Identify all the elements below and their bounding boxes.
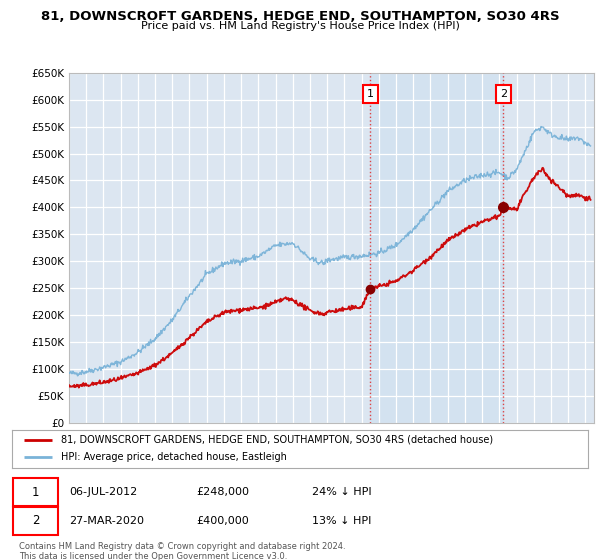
Text: Price paid vs. HM Land Registry's House Price Index (HPI): Price paid vs. HM Land Registry's House … <box>140 21 460 31</box>
Text: 81, DOWNSCROFT GARDENS, HEDGE END, SOUTHAMPTON, SO30 4RS (detached house): 81, DOWNSCROFT GARDENS, HEDGE END, SOUTH… <box>61 435 493 445</box>
Text: 24% ↓ HPI: 24% ↓ HPI <box>311 487 371 497</box>
Bar <box>370 73 503 423</box>
Text: 2: 2 <box>500 90 507 99</box>
Text: £248,000: £248,000 <box>196 487 250 497</box>
Text: 81, DOWNSCROFT GARDENS, HEDGE END, SOUTHAMPTON, SO30 4RS: 81, DOWNSCROFT GARDENS, HEDGE END, SOUTH… <box>41 10 559 23</box>
FancyBboxPatch shape <box>13 478 58 506</box>
Text: £400,000: £400,000 <box>196 516 249 526</box>
Text: HPI: Average price, detached house, Eastleigh: HPI: Average price, detached house, East… <box>61 452 287 463</box>
Text: 27-MAR-2020: 27-MAR-2020 <box>70 516 145 526</box>
Text: 1: 1 <box>32 486 40 499</box>
Text: 13% ↓ HPI: 13% ↓ HPI <box>311 516 371 526</box>
FancyBboxPatch shape <box>13 507 58 535</box>
Text: Contains HM Land Registry data © Crown copyright and database right 2024.: Contains HM Land Registry data © Crown c… <box>19 542 346 550</box>
Text: 1: 1 <box>367 90 374 99</box>
Text: 06-JUL-2012: 06-JUL-2012 <box>70 487 138 497</box>
Text: This data is licensed under the Open Government Licence v3.0.: This data is licensed under the Open Gov… <box>19 552 287 560</box>
Text: 2: 2 <box>32 515 40 528</box>
